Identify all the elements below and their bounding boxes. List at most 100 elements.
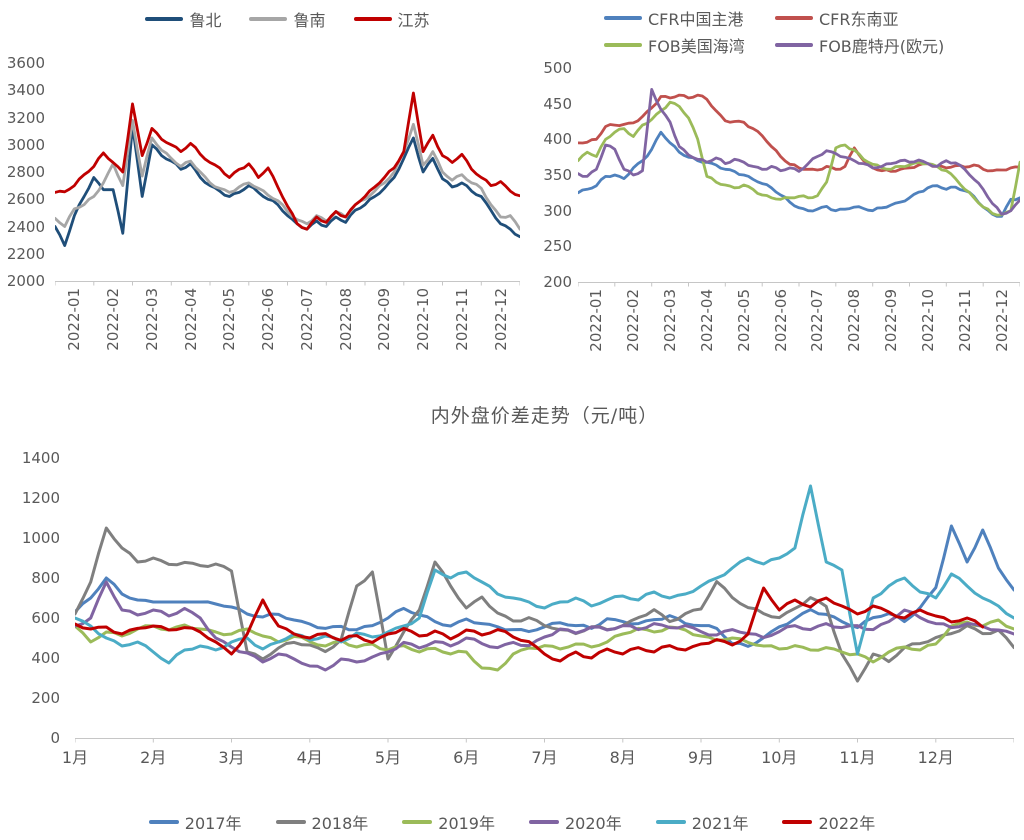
x-tick-label: 11月 bbox=[839, 748, 876, 767]
legend-label: CFR中国主港 bbox=[648, 10, 744, 29]
y-tick-label: 3000 bbox=[6, 135, 45, 154]
x-tick-label: 3月 bbox=[218, 748, 245, 767]
x-tick-label: 2022-05 bbox=[734, 289, 753, 352]
legend-item-2017年: 2017年 bbox=[148, 810, 242, 834]
y-tick-label: 2800 bbox=[6, 163, 45, 181]
legend-line-swatch bbox=[782, 820, 813, 824]
x-tick-label: 2022-01 bbox=[65, 288, 84, 351]
x-axis-line bbox=[55, 281, 520, 286]
series-line-2021年 bbox=[75, 484, 1014, 665]
series-line-CFR东南亚 bbox=[578, 93, 1020, 173]
legend-label: 江苏 bbox=[397, 11, 430, 30]
x-tick-label: 2022-06 bbox=[771, 289, 790, 352]
legend-cell: FOB美国海湾 bbox=[604, 33, 745, 57]
x-tick-label: 2022-08 bbox=[336, 288, 355, 351]
legend-cell: FOB鹿特丹(欧元) bbox=[775, 33, 944, 57]
legend-spread: 2017年 2018年 2019年 2020年 2021年 2022年 bbox=[0, 810, 1024, 834]
legend-line-swatch bbox=[249, 17, 288, 21]
legend-line-swatch bbox=[529, 820, 559, 824]
x-tick-label: 10月 bbox=[761, 748, 798, 767]
x-tick-label: 1月 bbox=[61, 748, 89, 767]
legend-item-CFR中国主港: CFR中国主港 bbox=[604, 6, 744, 30]
series-line-2018年 bbox=[75, 526, 1014, 683]
y-tick-label: 0 bbox=[50, 729, 60, 747]
series-line-2020年 bbox=[75, 580, 1014, 672]
chart-title: 内外盘价差走势（元/吨） bbox=[430, 405, 659, 427]
legend-item-2019年: 2019年 bbox=[402, 810, 495, 834]
legend-label: 鲁南 bbox=[293, 11, 326, 30]
x-tick-label: 2月 bbox=[140, 748, 167, 767]
legend-line-swatch bbox=[353, 17, 392, 21]
series-line-江苏 bbox=[55, 91, 520, 231]
y-tick-label: 3400 bbox=[6, 81, 45, 100]
y-tick-label: 300 bbox=[543, 201, 572, 220]
x-tick-label: 9月 bbox=[687, 748, 715, 767]
legend-item-2018年: 2018年 bbox=[275, 810, 369, 834]
x-tick-label: 2022-04 bbox=[697, 289, 716, 352]
y-tick-label: 2200 bbox=[6, 244, 45, 263]
y-tick-label: 200 bbox=[543, 273, 572, 291]
y-tick-label: 600 bbox=[31, 609, 60, 627]
legend-label: 2018年 bbox=[311, 814, 369, 833]
legend-item-江苏: 江苏 bbox=[353, 7, 430, 31]
plot-domestic bbox=[55, 91, 520, 286]
legend-line-swatch bbox=[775, 16, 813, 20]
series-line-鲁南 bbox=[55, 118, 520, 231]
chart-price-spread: 内外盘价差走势（元/吨） 1400 1200 1000 800 600 400 200 0 1… bbox=[0, 395, 1024, 840]
y-tick-label: 1000 bbox=[21, 529, 60, 547]
y-tick-label: 400 bbox=[543, 130, 572, 149]
legend-line-swatch bbox=[655, 820, 686, 824]
legend-cell: CFR东南亚 bbox=[775, 6, 899, 30]
legend-item-2020年: 2020年 bbox=[529, 810, 622, 834]
y-tick-label: 3200 bbox=[6, 108, 45, 127]
y-tick-label: 350 bbox=[543, 166, 572, 184]
x-tick-label: 2022-12 bbox=[491, 288, 510, 351]
x-tick-label: 2022-02 bbox=[624, 289, 643, 352]
x-axis-line bbox=[578, 282, 1020, 287]
legend-label: 鲁北 bbox=[189, 11, 222, 30]
legend-label: 2022年 bbox=[818, 814, 876, 833]
series-line-2022年 bbox=[75, 586, 985, 663]
x-tick-label: 2022-08 bbox=[845, 289, 864, 352]
series-line-鲁北 bbox=[55, 124, 520, 248]
x-tick-label: 2022-10 bbox=[918, 289, 937, 352]
x-tick-label: 2022-02 bbox=[104, 288, 123, 351]
x-tick-label: 2022-06 bbox=[259, 288, 278, 351]
y-tick-label: 2600 bbox=[6, 190, 45, 209]
x-tick-label: 2022-03 bbox=[142, 288, 161, 351]
legend-label: FOB鹿特丹(欧元) bbox=[819, 37, 945, 56]
legend-line-swatch bbox=[604, 16, 642, 20]
chart-domestic-prices: 鲁北 鲁南 江苏 3600 3400 3200 3000 2800 2600 2400 2200 2… bbox=[0, 0, 535, 395]
legend-line-swatch bbox=[604, 43, 642, 47]
legend-item-2021年: 2021年 bbox=[655, 810, 749, 834]
x-tick-label: 2022-03 bbox=[661, 289, 680, 352]
series-line-FOB美国海湾 bbox=[578, 100, 1020, 217]
x-tick-label: 2022-09 bbox=[882, 289, 901, 352]
x-tick-label: 2022-11 bbox=[452, 288, 471, 351]
plot-spread bbox=[75, 484, 1014, 743]
y-tick-label: 1400 bbox=[21, 449, 60, 467]
legend-domestic: 鲁北 鲁南 江苏 bbox=[55, 8, 520, 30]
y-tick-label: 450 bbox=[543, 94, 572, 113]
plot-international bbox=[578, 87, 1020, 287]
y-tick-label: 3600 bbox=[6, 54, 45, 72]
x-tick-label: 2022-07 bbox=[297, 288, 316, 351]
legend-label: FOB美国海湾 bbox=[648, 37, 745, 56]
x-tick-label: 2022-07 bbox=[808, 289, 827, 352]
x-tick-label: 2022-11 bbox=[955, 289, 974, 352]
x-axis-line bbox=[75, 738, 1014, 743]
y-tick-label: 400 bbox=[31, 649, 60, 667]
y-tick-label: 2400 bbox=[6, 217, 45, 236]
legend-label: 2021年 bbox=[691, 814, 749, 833]
legend-item-鲁北: 鲁北 bbox=[145, 7, 221, 31]
x-tick-label: 2022-12 bbox=[992, 289, 1011, 352]
x-tick-label: 5月 bbox=[374, 748, 402, 767]
x-tick-label: 2022-10 bbox=[414, 288, 433, 351]
x-tick-label: 8月 bbox=[609, 748, 636, 767]
x-tick-label: 2022-04 bbox=[181, 288, 200, 351]
y-tick-label: 500 bbox=[543, 59, 572, 77]
chart-international-prices: CFR中国主港 CFR东南亚 FOB美国海湾 FOB鹿特丹(欧元) 500 450 400… bbox=[540, 0, 1024, 395]
legend-item-FOB鹿特丹(欧元): FOB鹿特丹(欧元) bbox=[775, 33, 944, 57]
legend-line-swatch bbox=[145, 17, 184, 21]
